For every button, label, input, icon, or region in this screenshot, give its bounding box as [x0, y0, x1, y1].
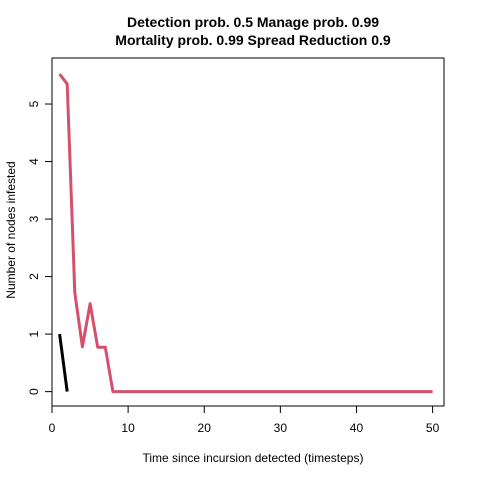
- y-axis-label: Number of nodes infested: [4, 161, 18, 298]
- x-tick-label: 30: [274, 421, 288, 435]
- series-line-2: [58, 73, 433, 394]
- y-tick-label: 0: [27, 388, 41, 395]
- chart-title-line-2: Mortality prob. 0.99 Spread Reduction 0.…: [115, 32, 391, 48]
- x-tick-label: 0: [49, 421, 56, 435]
- y-tick-label: 4: [27, 158, 41, 165]
- y-tick-label: 3: [27, 215, 41, 222]
- x-axis: 0 10 20 30 40 50: [49, 405, 440, 435]
- chart-title-line-1: Detection prob. 0.5 Manage prob. 0.99: [127, 14, 379, 30]
- x-tick-label: 40: [350, 421, 364, 435]
- y-tick-label: 1: [27, 330, 41, 337]
- series-line-1: [58, 333, 69, 392]
- y-axis: 0 1 2 3 4 5: [27, 100, 53, 395]
- x-tick-label: 10: [121, 421, 135, 435]
- plot-frame: [51, 57, 445, 407]
- x-tick-label: 20: [198, 421, 212, 435]
- y-tick-label: 2: [27, 273, 41, 280]
- x-tick-label: 50: [426, 421, 440, 435]
- y-tick-label: 5: [27, 100, 41, 107]
- series-layer: [58, 73, 433, 394]
- x-axis-label: Time since incursion detected (timesteps…: [143, 451, 364, 465]
